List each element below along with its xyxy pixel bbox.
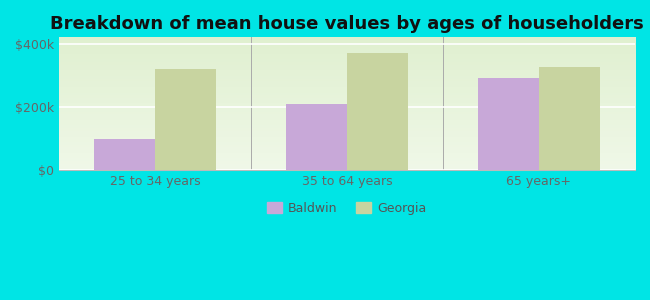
Bar	[285, 104, 347, 170]
Legend: Baldwin, Georgia: Baldwin, Georgia	[262, 197, 432, 220]
Bar	[539, 68, 601, 170]
Bar	[478, 79, 539, 170]
Bar	[94, 139, 155, 170]
Title: Breakdown of mean house values by ages of householders: Breakdown of mean house values by ages o…	[50, 15, 644, 33]
Bar	[155, 69, 216, 170]
Bar	[347, 53, 408, 170]
